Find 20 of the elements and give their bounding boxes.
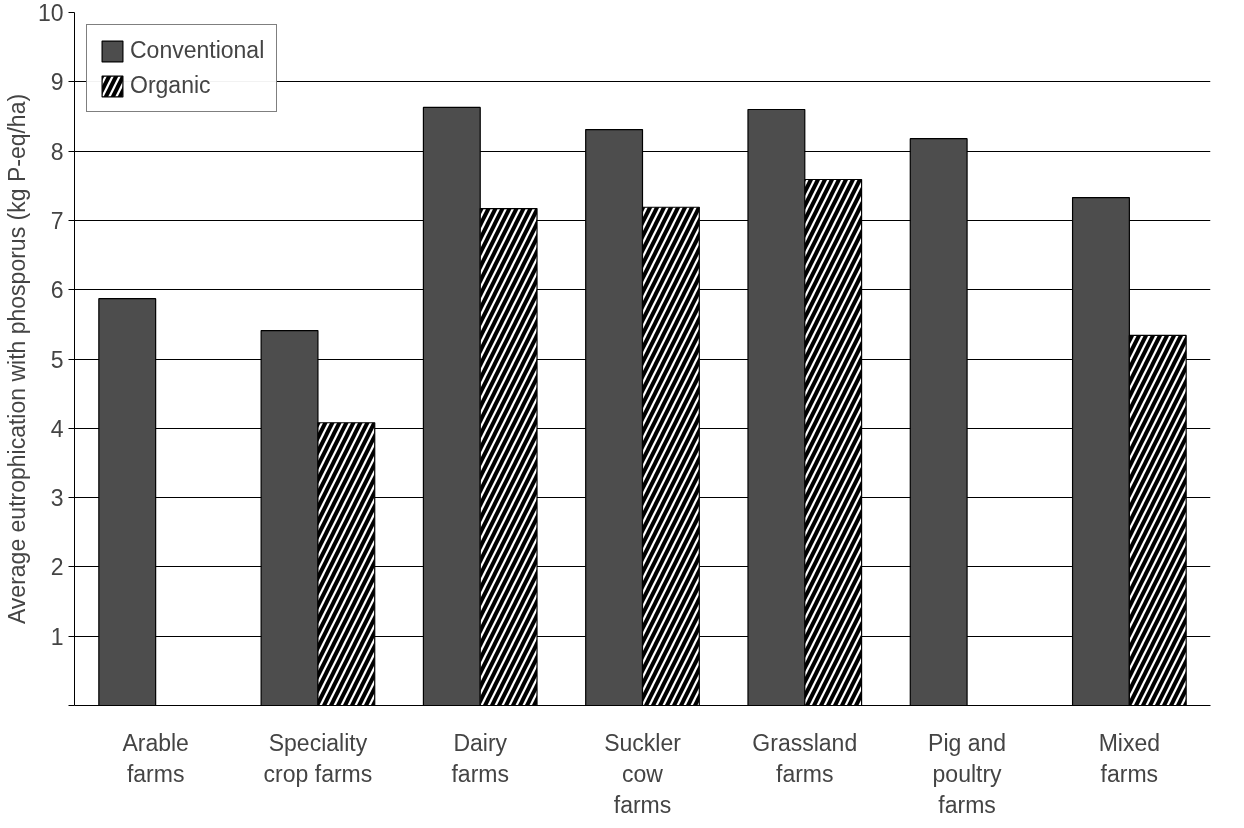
y-tick-label: 10 — [37, 0, 64, 26]
x-tick-label: Grassland farms — [752, 729, 858, 787]
y-tick-label: 8 — [50, 138, 64, 165]
x-tick-label: Arable farms — [122, 729, 189, 787]
x-tick-label: Suckler cow farms — [604, 729, 682, 818]
x-tick-label: Speciality crop farms — [263, 729, 373, 787]
legend-label: Organic — [130, 72, 211, 99]
y-tick-label: 9 — [50, 69, 64, 96]
y-tick-label: 7 — [50, 207, 64, 234]
y-axis-title: Average eutrophication with phosporus (kg P-eq/ha) — [3, 93, 30, 625]
x-tick-label: Dairy farms — [451, 729, 509, 787]
legend-label: Conventional — [130, 37, 265, 64]
x-tick-label: Pig and poultry farms — [928, 729, 1007, 818]
y-tick-label: 1 — [50, 623, 64, 650]
y-tick-label: 6 — [50, 277, 64, 304]
y-tick-label: 3 — [50, 485, 64, 512]
y-tick-label: 5 — [50, 346, 64, 373]
x-tick-label: Mixed farms — [1098, 729, 1161, 787]
y-tick-label: 2 — [50, 554, 64, 581]
y-tick-label: 4 — [50, 415, 64, 442]
